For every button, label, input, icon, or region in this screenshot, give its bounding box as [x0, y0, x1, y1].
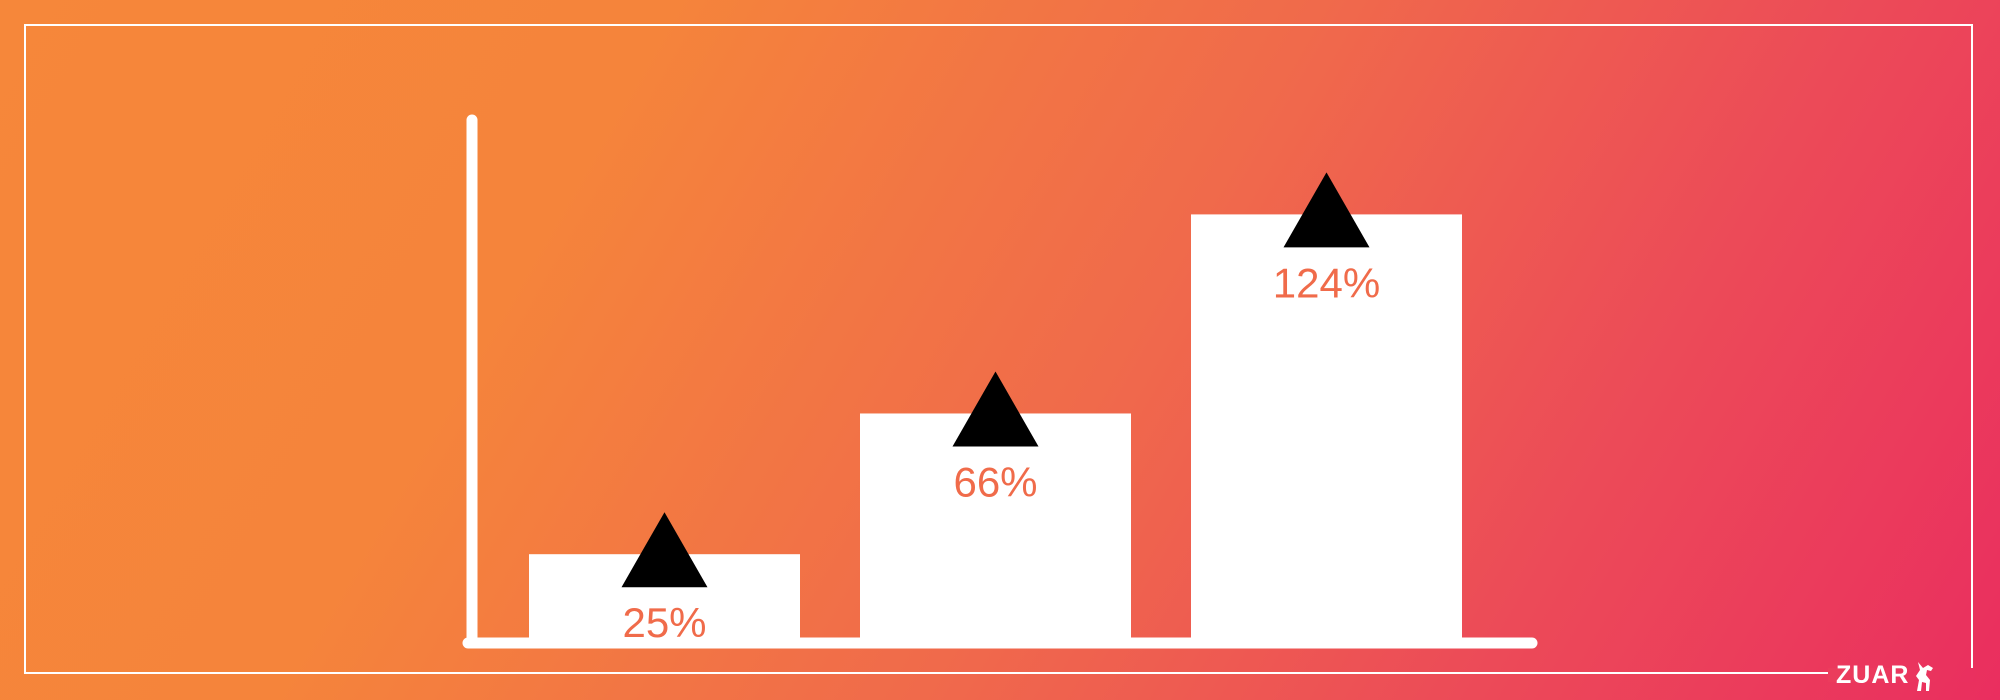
unicorn-icon	[1916, 662, 1934, 691]
bars-layer	[529, 214, 1462, 643]
logo-text: ZUAR	[1836, 660, 1910, 689]
data-label-1: 25%	[622, 599, 706, 646]
axes-layer	[462, 114, 1538, 649]
frame-gap	[1828, 668, 1976, 682]
up-arrow-icon	[621, 512, 708, 588]
data-label-3: 124%	[1273, 259, 1380, 306]
marks-layer: 25% 66% 124%	[621, 172, 1380, 646]
up-arrow-icon	[952, 371, 1039, 447]
up-arrow-icon	[1283, 172, 1370, 248]
data-label-2: 66%	[953, 458, 1037, 505]
bar-2	[860, 413, 1131, 643]
bar-3	[1191, 214, 1462, 643]
zuar-logo: ZUAR	[1836, 660, 1937, 691]
border-frame	[24, 24, 1973, 674]
